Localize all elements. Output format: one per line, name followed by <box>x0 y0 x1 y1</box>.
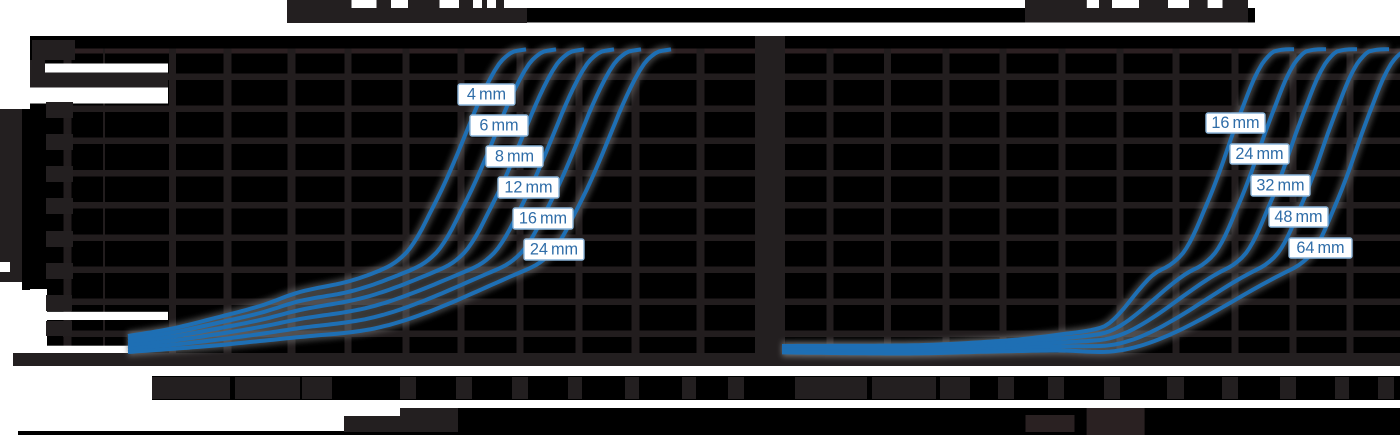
svg-text:32 mm: 32 mm <box>1256 177 1304 195</box>
svg-text:48 mm: 48 mm <box>1274 208 1322 226</box>
svg-text:24 mm: 24 mm <box>1235 145 1283 163</box>
svg-text:6 mm: 6 mm <box>479 117 518 135</box>
svg-text:24 mm: 24 mm <box>530 241 578 259</box>
svg-text:64 mm: 64 mm <box>1296 239 1344 257</box>
svg-text:12 mm: 12 mm <box>504 179 552 197</box>
svg-text:8 mm: 8 mm <box>495 148 534 166</box>
svg-text:16 mm: 16 mm <box>519 210 567 228</box>
svg-text:16 mm: 16 mm <box>1211 114 1259 132</box>
svg-text:4 mm: 4 mm <box>467 86 506 104</box>
